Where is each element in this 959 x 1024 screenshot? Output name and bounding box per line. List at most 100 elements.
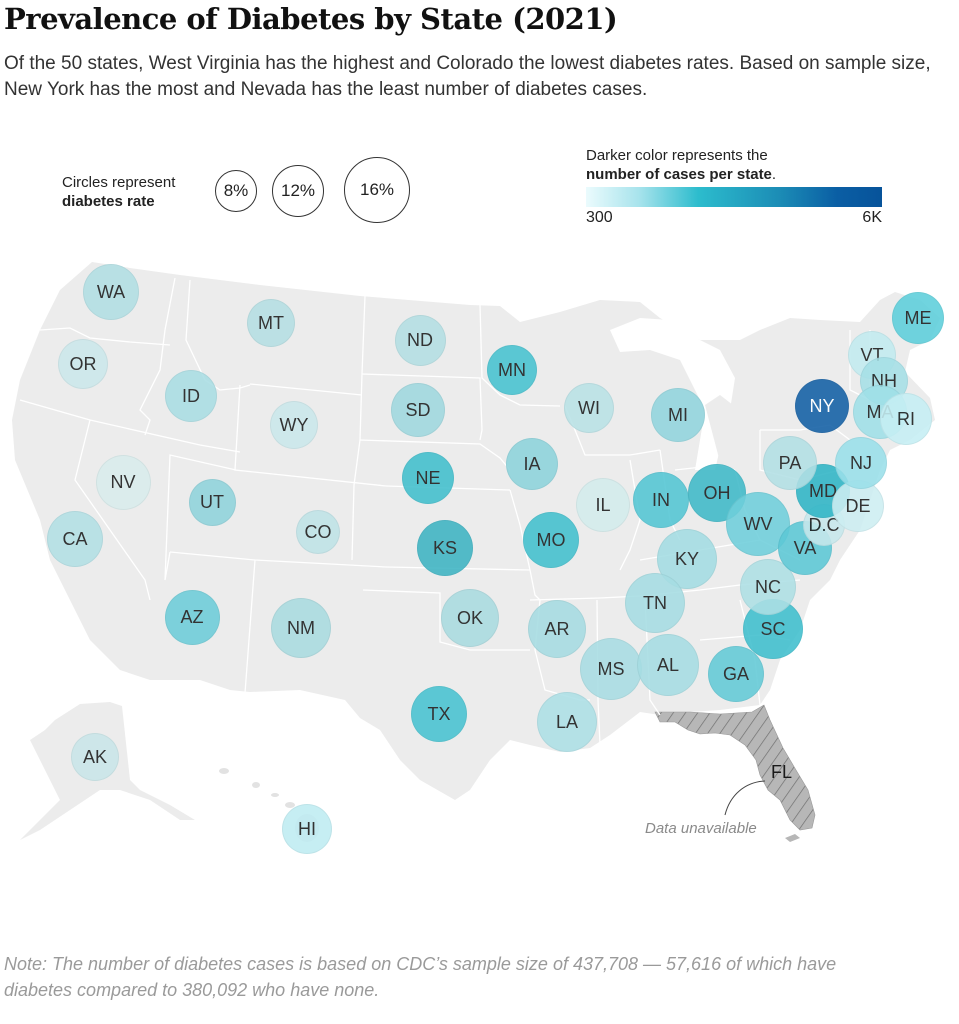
state-label: NC [755,576,781,597]
state-label: D.C [808,514,840,535]
state-bubble-nm[interactable]: NM [271,598,331,658]
state-bubble-ut[interactable]: UT [188,478,236,526]
state-bubble-me[interactable]: ME [892,292,944,344]
size-legend-value: 8% [223,181,249,200]
state-label: WY [279,414,309,435]
state-bubble-sd[interactable]: SD [391,383,445,437]
state-label: ID [182,385,200,406]
state-bubble-ms[interactable]: MS [580,638,642,700]
state-label: GA [722,663,749,684]
state-label: AR [544,618,570,639]
data-unavailable-annotation: Data unavailable [645,820,757,837]
state-label: ME [904,307,932,328]
state-label: LA [555,711,579,732]
state-bubble-ne[interactable]: NE [402,452,454,504]
color-legend-min: 300 [586,209,613,226]
state-label: OR [69,353,97,374]
state-label: WV [743,513,773,534]
footnote: Note: The number of diabetes cases is ba… [4,954,837,1000]
state-label: TX [427,703,451,724]
state-label: MS [597,658,625,679]
state-bubble-ri[interactable]: RI [880,393,932,445]
state-label: RI [897,408,915,429]
state-label: NJ [850,452,872,473]
state-label: AK [82,746,107,767]
state-label: CA [62,528,88,549]
state-bubble-nj[interactable]: NJ [835,437,887,489]
state-bubble-nv[interactable]: NV [95,454,151,510]
state-bubble-ok[interactable]: OK [441,589,499,647]
state-label: NM [287,617,315,638]
state-bubble-ca[interactable]: CA [47,511,103,567]
state-bubble-wi[interactable]: WI [564,383,614,433]
state-label: NE [415,467,441,488]
state-bubble-pa[interactable]: PA [763,436,817,490]
size-legend-value: 12% [280,181,316,200]
state-bubble-ar[interactable]: AR [528,600,586,658]
size-legend-circle-16: 16% [344,157,410,223]
state-label: DE [845,495,871,516]
color-legend-line1: Darker color represents the [586,147,768,164]
state-label: OK [456,607,483,628]
state-label: WI [578,397,600,418]
state-label: AL [656,654,680,675]
color-gradient-bar [586,187,882,207]
color-legend: Darker color represents the number of ca… [586,146,882,229]
florida-shape [654,704,816,831]
state-bubble-ks[interactable]: KS [417,520,473,576]
chart-title: Prevalence of Diabetes by State (2021) [4,2,618,36]
state-bubble-or[interactable]: OR [58,339,108,389]
state-label: NY [809,395,835,416]
state-label: SD [405,399,431,420]
state-bubble-mi[interactable]: MI [651,388,705,442]
state-bubble-az[interactable]: AZ [164,589,220,645]
color-legend-period: . [771,166,777,183]
state-bubble-id[interactable]: ID [165,370,217,422]
state-label: NV [110,471,136,492]
state-bubble-in[interactable]: IN [633,472,689,528]
chart-subtitle: Of the 50 states, West Virginia has the … [4,53,931,100]
state-bubble-mo[interactable]: MO [523,512,579,568]
state-bubble-mt[interactable]: MT [247,299,295,347]
state-bubble-tx[interactable]: TX [411,686,467,742]
state-bubble-ia[interactable]: IA [506,438,558,490]
state-label: HI [298,818,316,839]
state-bubble-nd[interactable]: ND [394,314,446,366]
state-label: MN [498,359,526,380]
state-bubble-hi[interactable]: HI [282,804,332,854]
state-label: TN [643,592,667,613]
state-bubble-tn[interactable]: TN [625,573,685,633]
state-bubble-ga[interactable]: GA [708,646,764,702]
state-label: MT [258,312,284,333]
state-bubble-mn[interactable]: MN [487,345,537,395]
state-bubble-al[interactable]: AL [637,634,699,696]
state-label: IN [652,489,670,510]
state-bubble-il[interactable]: IL [576,478,630,532]
state-bubble-co[interactable]: CO [296,510,340,554]
state-label: IL [595,494,611,515]
color-legend-label: Darker color represents the number of ca… [586,146,882,184]
state-bubble-oh[interactable]: OH [688,464,746,522]
state-label: VA [793,537,817,558]
size-legend-circle-12: 12% [272,165,324,217]
state-label: WA [96,281,126,302]
state-label: SC [760,618,786,639]
state-label: UT [200,491,224,512]
state-bubble-ky[interactable]: KY [657,529,717,589]
state-label: MO [536,529,566,550]
state-label: MD [809,480,837,501]
state-bubble-wy[interactable]: WY [270,401,318,449]
state-label: KY [674,548,699,569]
size-legend-line1: Circles represent [62,174,176,191]
state-bubble-ny[interactable]: NY [795,379,849,433]
state-bubble-wa[interactable]: WA [83,264,139,320]
state-bubble-la[interactable]: LA [537,692,597,752]
state-label: CO [304,521,332,542]
state-bubble-nc[interactable]: NC [740,559,796,615]
state-bubble-ak[interactable]: AK [71,733,119,781]
state-label: MI [668,404,688,425]
size-legend-line2: diabetes rate [62,193,155,210]
state-label: AZ [180,606,204,627]
size-legend-label: Circles represent diabetes rate [62,173,222,211]
color-legend-ticks: 300 6K [586,209,882,229]
